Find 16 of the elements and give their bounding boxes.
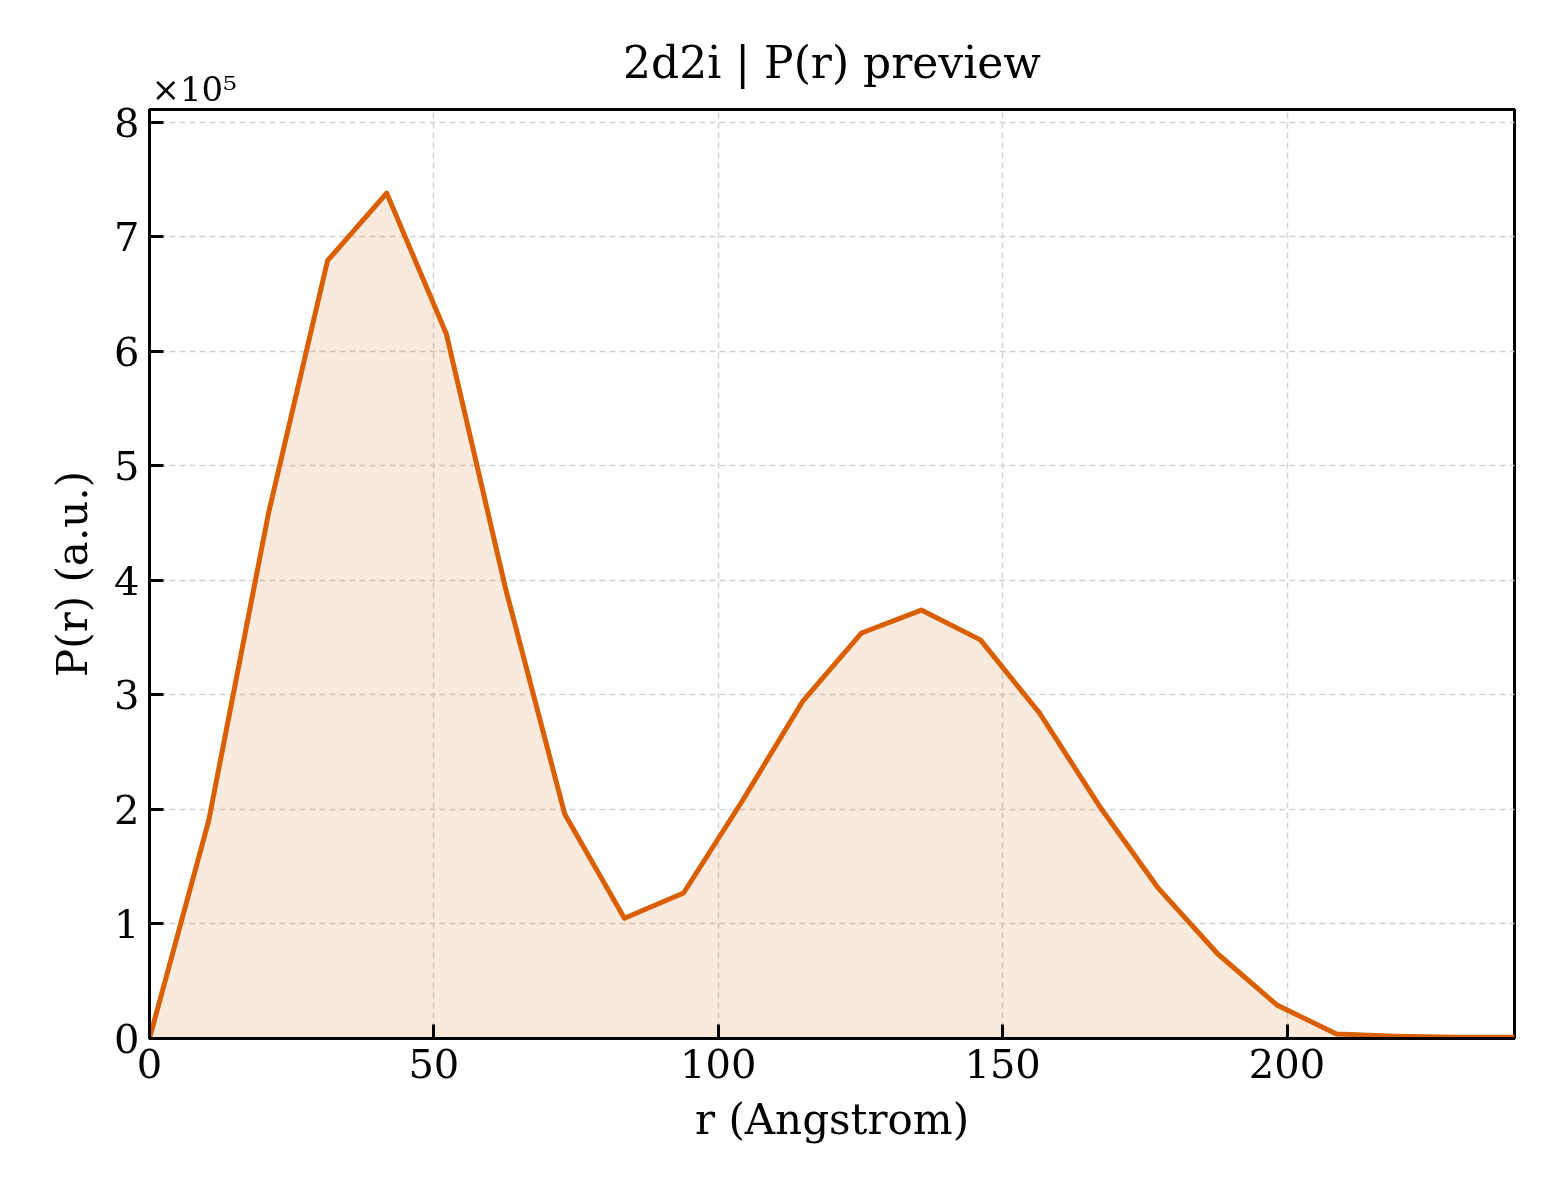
- x-axis-title: r (Angstrom): [694, 1094, 970, 1144]
- y-tick-label: 2: [114, 786, 140, 833]
- y-tick-label: 5: [114, 443, 140, 490]
- x-tick-label: 100: [680, 1040, 757, 1087]
- y-tick-label: 1: [114, 901, 140, 948]
- x-tick-label: 150: [964, 1040, 1041, 1087]
- y-tick-label: 6: [114, 328, 140, 375]
- x-tick-label: 50: [408, 1040, 460, 1087]
- y-tick-label: 7: [114, 214, 140, 261]
- y-tick-label: 4: [114, 557, 140, 604]
- y-axis-title: P(r) (a.u.): [48, 470, 98, 678]
- y-tick-label: 8: [114, 99, 140, 146]
- y-tick-label: 3: [114, 672, 140, 719]
- x-tick-label: 200: [1248, 1040, 1326, 1087]
- chart-title: 2d2i | P(r) preview: [623, 36, 1042, 89]
- text: ×10⁵: [151, 68, 237, 109]
